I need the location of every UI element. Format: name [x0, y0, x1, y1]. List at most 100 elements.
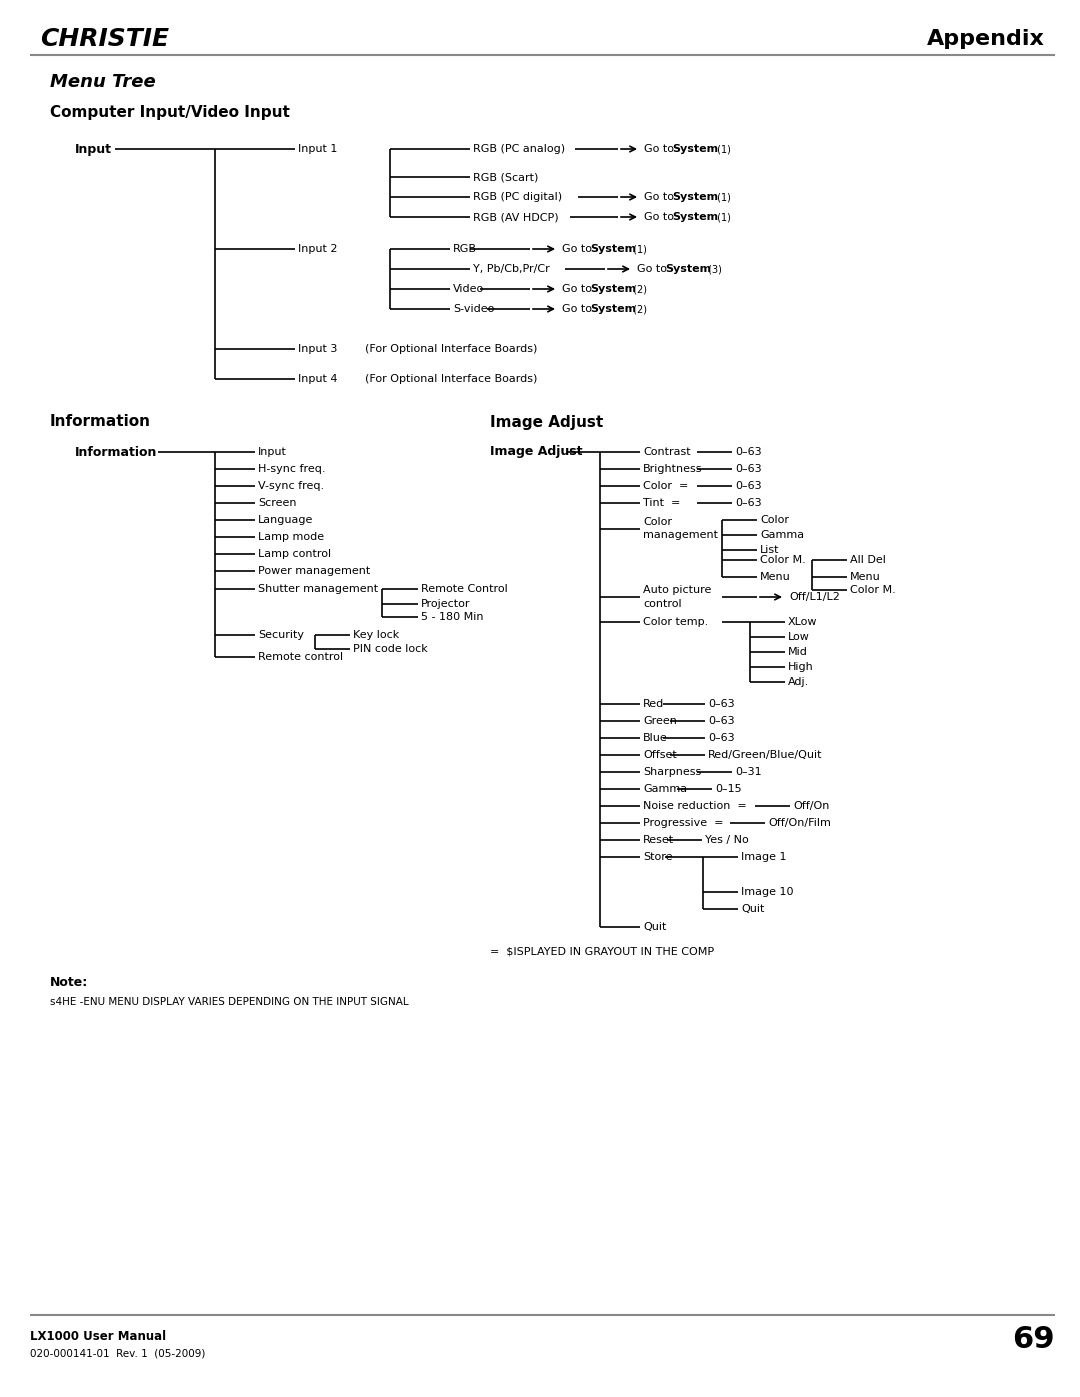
Text: System: System — [672, 144, 718, 154]
Text: Menu: Menu — [760, 571, 791, 583]
Text: All Del: All Del — [850, 555, 886, 564]
Text: RGB: RGB — [453, 244, 477, 254]
Text: (1): (1) — [714, 212, 731, 222]
Text: Quit: Quit — [643, 922, 666, 932]
Text: Color temp.: Color temp. — [643, 617, 708, 627]
Text: Screen: Screen — [258, 497, 297, 509]
Text: Input: Input — [258, 447, 287, 457]
Text: Brightness: Brightness — [643, 464, 702, 474]
Text: 020-000141-01  Rev. 1  (05-2009): 020-000141-01 Rev. 1 (05-2009) — [30, 1350, 205, 1359]
Text: Input 3: Input 3 — [298, 344, 337, 353]
Text: Adj.: Adj. — [788, 678, 809, 687]
Text: Information: Information — [50, 415, 151, 429]
Text: Y, Pb/Cb,Pr/Cr: Y, Pb/Cb,Pr/Cr — [473, 264, 550, 274]
Text: Red/Green/Blue/Quit: Red/Green/Blue/Quit — [708, 750, 823, 760]
Text: Low: Low — [788, 631, 810, 643]
Text: System: System — [590, 284, 636, 293]
Text: Yes / No: Yes / No — [705, 835, 748, 845]
Text: (For Optional Interface Boards): (For Optional Interface Boards) — [365, 374, 538, 384]
Text: Image Adjust: Image Adjust — [490, 415, 604, 429]
Text: (3): (3) — [705, 264, 721, 274]
Text: 0–63: 0–63 — [735, 447, 761, 457]
Text: Image 1: Image 1 — [741, 852, 786, 862]
Text: (2): (2) — [630, 284, 647, 293]
Text: 69: 69 — [1012, 1324, 1055, 1354]
Text: 0–63: 0–63 — [708, 717, 734, 726]
Text: List: List — [760, 545, 780, 555]
Text: Go to: Go to — [644, 191, 677, 203]
Text: Green: Green — [643, 717, 677, 726]
Text: Video: Video — [453, 284, 484, 293]
Text: Information: Information — [75, 446, 158, 458]
Text: 0–63: 0–63 — [735, 464, 761, 474]
Text: Go to: Go to — [637, 264, 671, 274]
Text: Key lock: Key lock — [353, 630, 400, 640]
Text: Lamp mode: Lamp mode — [258, 532, 324, 542]
Text: =  $ISPLAYED IN GRAYOUT IN THE COMP: = $ISPLAYED IN GRAYOUT IN THE COMP — [490, 947, 714, 957]
Text: Menu: Menu — [850, 571, 881, 583]
Text: Off/On/Film: Off/On/Film — [768, 819, 831, 828]
Text: XLow: XLow — [788, 617, 818, 627]
Text: 0–63: 0–63 — [708, 698, 734, 710]
Text: Input: Input — [75, 142, 112, 155]
Text: control: control — [643, 599, 681, 609]
Text: System: System — [672, 191, 718, 203]
Text: PIN code lock: PIN code lock — [353, 644, 428, 654]
Text: Color M.: Color M. — [760, 555, 806, 564]
Text: Projector: Projector — [421, 599, 471, 609]
Text: Lamp control: Lamp control — [258, 549, 332, 559]
Text: Go to: Go to — [644, 144, 677, 154]
Text: System: System — [590, 244, 636, 254]
Text: Input 1: Input 1 — [298, 144, 337, 154]
Text: Red: Red — [643, 698, 664, 710]
Text: Shutter management: Shutter management — [258, 584, 378, 594]
Text: RGB (PC analog): RGB (PC analog) — [473, 144, 565, 154]
Text: S-video: S-video — [453, 305, 495, 314]
Text: (For Optional Interface Boards): (For Optional Interface Boards) — [365, 344, 538, 353]
Text: Go to: Go to — [562, 305, 595, 314]
Text: Sharpness: Sharpness — [643, 767, 701, 777]
Text: Input 4: Input 4 — [298, 374, 337, 384]
Text: Menu Tree: Menu Tree — [50, 73, 156, 91]
Text: Go to: Go to — [562, 244, 595, 254]
Text: Appendix: Appendix — [927, 29, 1045, 49]
Text: System: System — [590, 305, 636, 314]
Text: (1): (1) — [630, 244, 647, 254]
Text: Power management: Power management — [258, 566, 370, 576]
Text: RGB (Scart): RGB (Scart) — [473, 172, 538, 182]
Text: (2): (2) — [630, 305, 647, 314]
Text: 0–15: 0–15 — [715, 784, 742, 793]
Text: Image Adjust: Image Adjust — [490, 446, 582, 458]
Text: System: System — [672, 212, 718, 222]
Text: RGB (PC digital): RGB (PC digital) — [473, 191, 562, 203]
Text: Tint  =: Tint = — [643, 497, 680, 509]
Text: Color: Color — [760, 515, 789, 525]
Text: Off/L1/L2: Off/L1/L2 — [789, 592, 840, 602]
Text: Computer Input/Video Input: Computer Input/Video Input — [50, 105, 289, 120]
Text: Gamma: Gamma — [643, 784, 687, 793]
Text: Auto picture: Auto picture — [643, 585, 712, 595]
Text: High: High — [788, 662, 813, 672]
Text: V-sync freq.: V-sync freq. — [258, 481, 324, 490]
Text: Quit: Quit — [741, 904, 765, 914]
Text: 5 - 180 Min: 5 - 180 Min — [421, 612, 484, 622]
Text: Mid: Mid — [788, 647, 808, 657]
Text: 0–63: 0–63 — [708, 733, 734, 743]
Text: Note:: Note: — [50, 975, 89, 989]
Text: s4HE -ENU MENU DISPLAY VARIES DEPENDING ON THE INPUT SIGNAL: s4HE -ENU MENU DISPLAY VARIES DEPENDING … — [50, 997, 408, 1007]
Text: LX1000 User Manual: LX1000 User Manual — [30, 1330, 166, 1344]
Text: Remote Control: Remote Control — [421, 584, 508, 594]
Text: 0–63: 0–63 — [735, 481, 761, 490]
Text: Progressive  =: Progressive = — [643, 819, 724, 828]
Text: Go to: Go to — [562, 284, 595, 293]
Text: Color: Color — [643, 517, 672, 527]
Text: Contrast: Contrast — [643, 447, 690, 457]
Text: 0–63: 0–63 — [735, 497, 761, 509]
Text: Off/On: Off/On — [793, 800, 829, 812]
Text: Offset: Offset — [643, 750, 677, 760]
Text: 0–31: 0–31 — [735, 767, 761, 777]
Text: CHRISTIE: CHRISTIE — [40, 27, 170, 52]
Text: H-sync freq.: H-sync freq. — [258, 464, 325, 474]
Text: Remote control: Remote control — [258, 652, 343, 662]
Text: Gamma: Gamma — [760, 529, 805, 541]
